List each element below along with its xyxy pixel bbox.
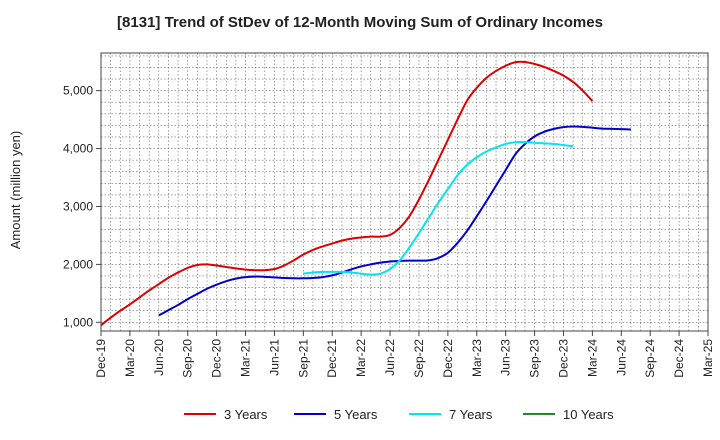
x-tick-label: Mar-25 [701, 339, 715, 377]
series-line-5-years [158, 125, 631, 317]
x-tick-label: Dec-23 [556, 339, 570, 378]
plot-area [101, 53, 708, 331]
x-tick-label: Dec-22 [441, 339, 455, 378]
x-tick-label: Dec-19 [94, 339, 108, 378]
series-line-7-years [303, 141, 574, 276]
series-line-3-years [100, 60, 594, 326]
y-tick-label: 4,000 [63, 142, 93, 156]
x-tick-label: Mar-21 [239, 339, 253, 377]
series-layer [100, 60, 631, 326]
x-tick-label: Sep-24 [643, 339, 657, 378]
x-tick-label: Sep-20 [181, 339, 195, 378]
y-tick-label: 3,000 [63, 199, 93, 213]
y-tick-label: 1,000 [63, 315, 93, 329]
x-tick-label: Mar-24 [585, 339, 599, 377]
y-axis-title: Amount (million yen) [8, 131, 23, 250]
x-tick-label: Jun-24 [614, 339, 628, 376]
grid-layer [100, 53, 709, 331]
legend-label: 5 Years [334, 407, 378, 422]
x-tick-label: Jun-23 [499, 339, 513, 376]
x-tick-label: Jun-20 [152, 339, 166, 376]
x-tick-label: Mar-22 [354, 339, 368, 377]
x-tick-label: Sep-22 [412, 339, 426, 378]
x-tick-label: Dec-21 [325, 339, 339, 378]
legend: 3 Years 5 Years 7 Years 10 Years [184, 407, 614, 422]
legend-label: 7 Years [449, 407, 493, 422]
legend-label: 3 Years [224, 407, 268, 422]
y-tick-label: 5,000 [63, 84, 93, 98]
legend-label: 10 Years [563, 407, 614, 422]
x-tick-label: Jun-22 [383, 339, 397, 376]
chart-title: [8131] Trend of StDev of 12-Month Moving… [117, 14, 603, 31]
x-tick-label: Jun-21 [267, 339, 281, 376]
x-tick-label: Mar-20 [123, 339, 137, 377]
x-tick-label: Mar-23 [470, 339, 484, 377]
x-tick-label: Dec-20 [210, 339, 224, 378]
axes-layer: 1,000 2,000 3,000 4,000 5,000 Dec-19 Mar-20 Jun… [63, 52, 715, 378]
y-tick-label: 2,000 [63, 257, 93, 271]
plot-frame [100, 52, 709, 332]
x-tick-label: Sep-21 [296, 339, 310, 378]
x-tick-label: Sep-23 [528, 339, 542, 378]
x-tick-label: Dec-24 [672, 339, 686, 378]
